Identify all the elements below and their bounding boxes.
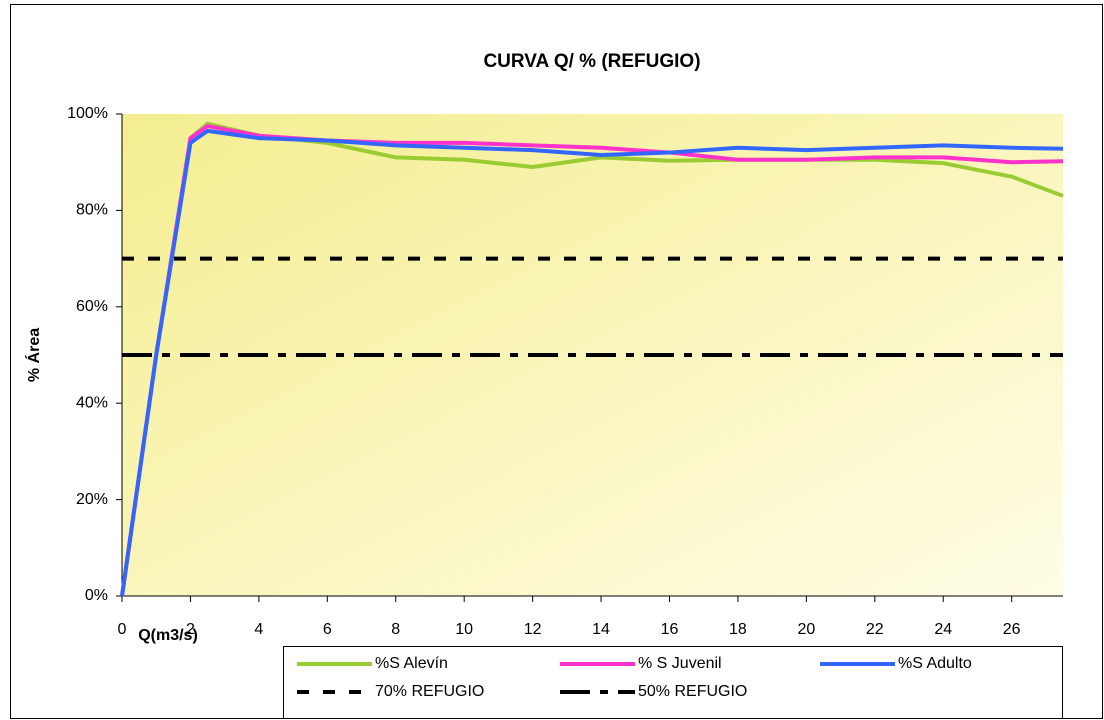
x-tick-label: 6 bbox=[323, 621, 332, 638]
x-tick-label: 2 bbox=[186, 621, 195, 638]
legend-label: 70% REFUGIO bbox=[375, 683, 484, 700]
y-axis-title: % Área bbox=[24, 328, 43, 382]
y-tick-label: 60% bbox=[76, 298, 108, 315]
x-tick-label: 14 bbox=[592, 621, 610, 638]
x-tick-label: 8 bbox=[391, 621, 400, 638]
legend-label: 50% REFUGIO bbox=[638, 683, 747, 700]
x-tick-label: 26 bbox=[1003, 621, 1021, 638]
x-tick-label: 20 bbox=[797, 621, 815, 638]
x-tick-label: 16 bbox=[661, 621, 679, 638]
x-tick-label: 0 bbox=[118, 621, 127, 638]
x-tick-label: 10 bbox=[455, 621, 473, 638]
x-tick-label: 12 bbox=[524, 621, 542, 638]
y-tick-label: 100% bbox=[67, 105, 108, 122]
legend-label: % S Juvenil bbox=[638, 655, 722, 672]
series-line bbox=[120, 128, 1064, 597]
x-tick-label: 4 bbox=[254, 621, 263, 638]
x-tick-label: 22 bbox=[866, 621, 884, 638]
x-tick-label: 24 bbox=[934, 621, 952, 638]
legend-label: %S Alevín bbox=[375, 655, 448, 672]
chart-title: CURVA Q/ % (REFUGIO) bbox=[483, 51, 700, 72]
y-tick-label: 40% bbox=[76, 394, 108, 411]
y-tick-label: 20% bbox=[76, 491, 108, 508]
x-tick-label: 18 bbox=[729, 621, 747, 638]
legend-label: %S Adulto bbox=[898, 655, 972, 672]
y-tick-label: 0% bbox=[85, 587, 108, 604]
x-axis-title: Q(m3/s) bbox=[138, 627, 198, 644]
legend bbox=[283, 646, 1063, 719]
y-tick-label: 80% bbox=[76, 202, 108, 219]
series-line bbox=[120, 124, 1064, 597]
